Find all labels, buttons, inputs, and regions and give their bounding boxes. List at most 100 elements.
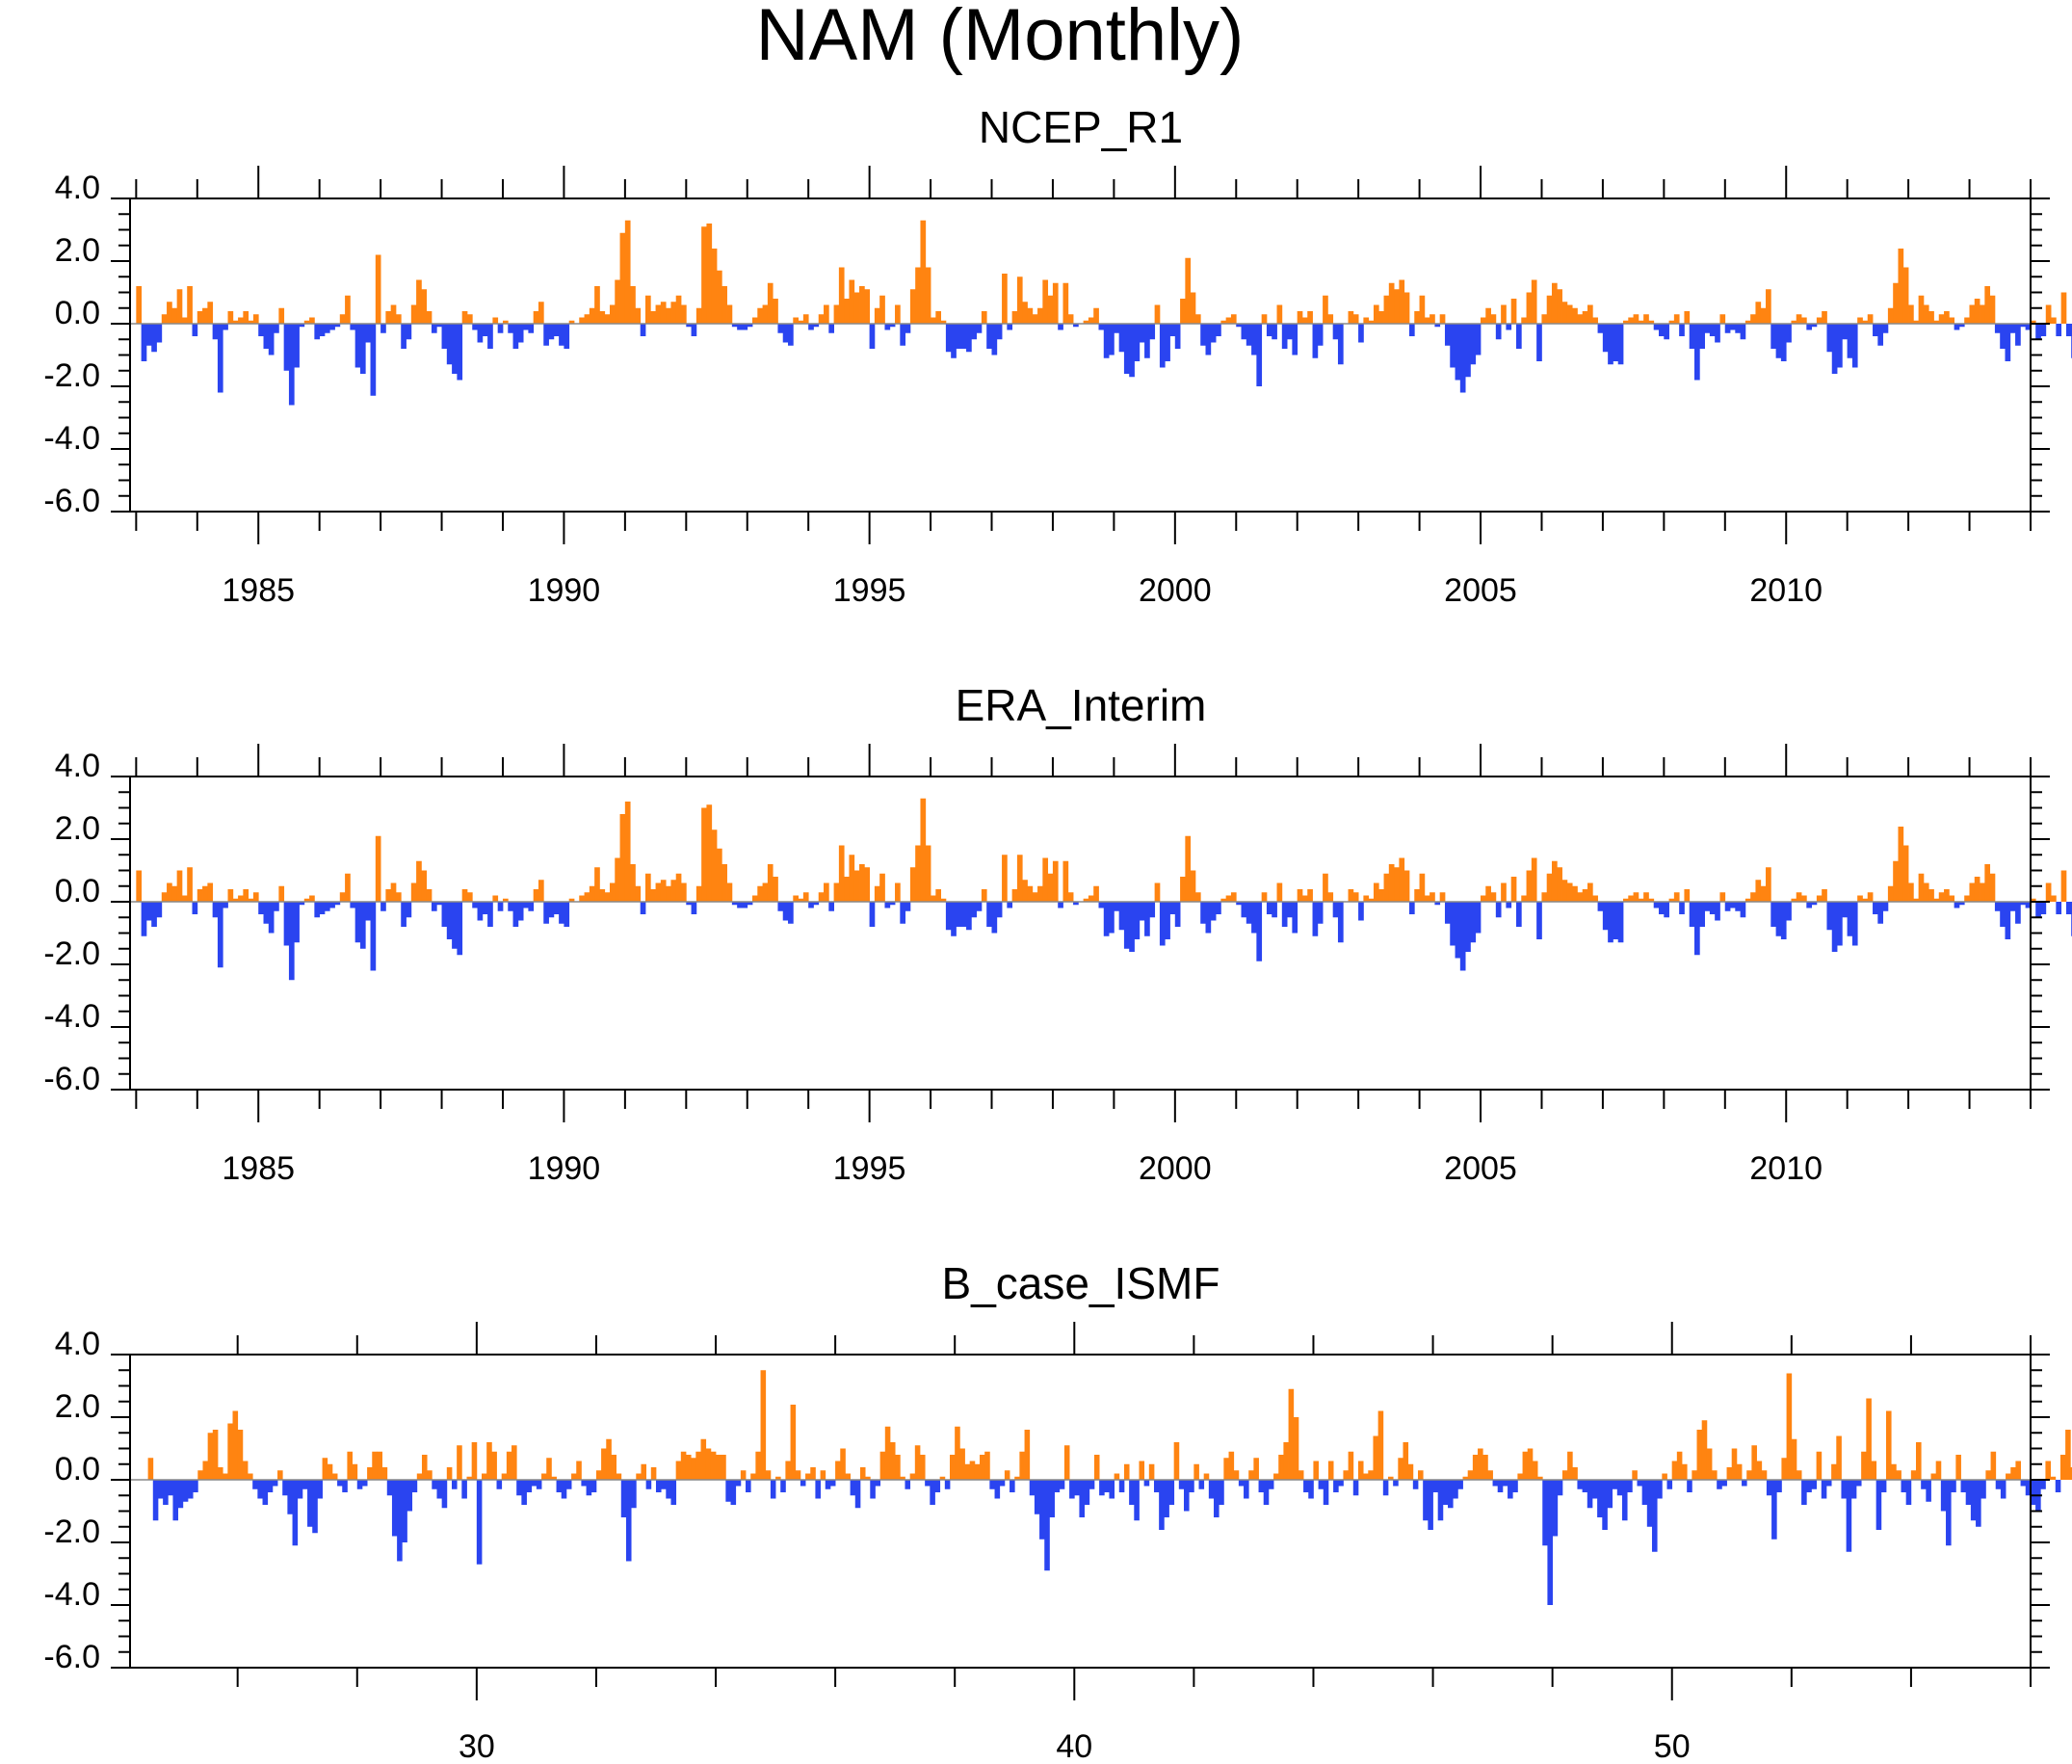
plot-area	[111, 1322, 2072, 1700]
negative-segment	[1159, 1480, 1165, 1530]
positive-segment	[207, 882, 214, 902]
positive-segment	[660, 880, 667, 902]
negative-segment	[986, 902, 992, 927]
negative-segment	[989, 1480, 995, 1489]
positive-segment	[721, 286, 727, 324]
negative-segment	[900, 902, 906, 924]
positive-segment	[1572, 1467, 1578, 1480]
positive-segment	[604, 314, 611, 324]
negative-segment	[1742, 1480, 1747, 1487]
positive-segment	[278, 307, 285, 324]
positive-segment	[1867, 892, 1874, 902]
positive-segment	[1867, 314, 1874, 324]
positive-segment	[717, 848, 722, 902]
negative-segment	[944, 1480, 951, 1489]
y-tick-label: -4.0	[43, 420, 100, 457]
positive-segment	[416, 1473, 423, 1480]
positive-segment	[1373, 882, 1379, 902]
positive-segment	[2045, 1461, 2051, 1480]
positive-segment	[1298, 1470, 1304, 1480]
positive-segment	[641, 1463, 647, 1480]
positive-segment	[611, 1455, 617, 1480]
negative-segment	[1287, 902, 1293, 918]
positive-segment	[1480, 317, 1486, 324]
positive-segment	[879, 873, 885, 902]
negative-segment	[1602, 902, 1609, 931]
positive-segment	[1896, 1470, 1902, 1480]
negative-segment	[288, 902, 295, 981]
negative-segment	[288, 324, 295, 406]
positive-segment	[895, 882, 901, 902]
positive-segment	[630, 286, 636, 324]
negative-segment	[1272, 324, 1277, 340]
positive-segment	[533, 311, 539, 324]
positive-segment	[859, 286, 865, 324]
negative-segment	[996, 324, 1003, 340]
positive-segment	[1923, 882, 1929, 902]
positive-segment	[1816, 1451, 1823, 1480]
negative-segment	[487, 902, 493, 927]
negative-segment	[1926, 1480, 1931, 1502]
negative-segment	[1740, 902, 1746, 918]
negative-segment	[620, 1480, 627, 1517]
negative-segment	[156, 902, 163, 918]
positive-segment	[1673, 892, 1680, 902]
negative-segment	[528, 902, 535, 911]
positive-segment	[1632, 1470, 1638, 1480]
positive-segment	[853, 870, 860, 902]
positive-segment	[1898, 827, 1904, 902]
negative-segment	[1323, 1480, 1329, 1505]
positive-segment	[619, 232, 626, 324]
negative-segment	[431, 902, 437, 911]
positive-segment	[701, 807, 707, 902]
positive-segment	[1419, 295, 1426, 324]
negative-segment	[307, 1480, 313, 1527]
negative-segment	[1608, 902, 1613, 943]
positive-segment	[277, 1470, 283, 1480]
positive-segment	[889, 1442, 896, 1480]
negative-segment	[1689, 324, 1695, 349]
negative-segment	[1292, 324, 1298, 355]
positive-segment	[2030, 898, 2036, 902]
negative-segment	[1428, 1480, 1433, 1530]
negative-segment	[212, 324, 219, 340]
positive-segment	[845, 1473, 851, 1480]
negative-segment	[217, 902, 223, 968]
negative-segment	[1846, 1480, 1852, 1552]
negative-segment	[2000, 324, 2006, 349]
positive-segment	[1526, 292, 1533, 324]
positive-segment	[2010, 1467, 2016, 1480]
negative-segment	[1007, 902, 1013, 908]
positive-segment	[1348, 889, 1354, 902]
negative-segment	[1679, 902, 1685, 914]
negative-segment	[263, 324, 270, 349]
positive-segment	[660, 302, 667, 324]
positive-segment	[1093, 307, 1099, 324]
positive-segment	[909, 289, 916, 324]
negative-segment	[645, 1480, 652, 1489]
positive-segment	[1283, 1442, 1289, 1480]
positive-segment	[492, 895, 499, 902]
negative-segment	[1058, 324, 1063, 330]
negative-segment	[1970, 1480, 1977, 1521]
negative-segment	[1786, 324, 1792, 343]
positive-segment	[1671, 1461, 1678, 1480]
negative-segment	[1699, 902, 1705, 927]
negative-segment	[1281, 902, 1288, 927]
positive-segment	[1194, 314, 1201, 324]
positive-segment	[1648, 898, 1655, 902]
negative-segment	[1200, 324, 1206, 346]
negative-segment	[1268, 1480, 1274, 1489]
negative-segment	[1715, 902, 1720, 921]
negative-segment	[446, 902, 453, 939]
positive-segment	[1750, 314, 1756, 324]
negative-segment	[356, 1480, 363, 1489]
negative-segment	[292, 1480, 299, 1546]
negative-segment	[971, 324, 978, 340]
positive-segment	[1352, 314, 1359, 324]
positive-segment	[601, 1448, 607, 1480]
positive-segment	[1933, 898, 1940, 902]
negative-segment	[556, 1480, 563, 1492]
negative-segment	[406, 324, 412, 340]
